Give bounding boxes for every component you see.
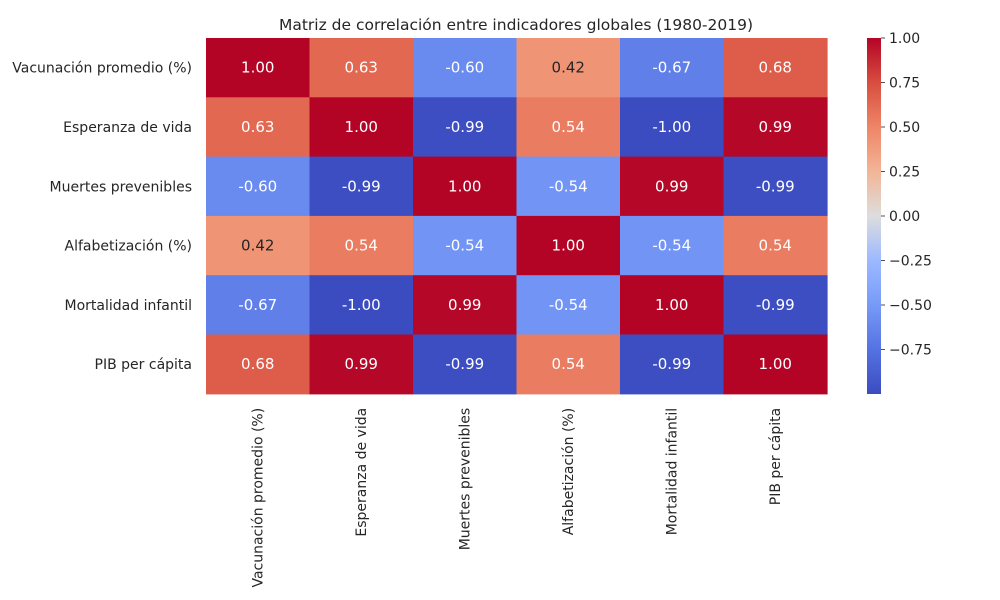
heatmap-cell-label-r5-c0: 0.68 <box>241 355 274 373</box>
chart-title: Matriz de correlación entre indicadores … <box>279 16 753 34</box>
colorbar-tick-label: 0.25 <box>889 165 920 181</box>
heatmap-cell-r3-c2 <box>413 215 518 276</box>
heatmap-cell-r5-c1 <box>309 334 414 395</box>
heatmap-cell-r2-c3 <box>516 156 621 217</box>
row-label-vacunacion-promedio: Vacunación promedio (%) <box>12 61 192 77</box>
colorbar-tick-label: 0.50 <box>889 120 920 136</box>
colorbar-tick-label: −0.75 <box>889 343 932 359</box>
heatmap-cell-label-r5-c4: -0.99 <box>652 355 691 373</box>
heatmap-cell-label-r5-c2: -0.99 <box>445 355 484 373</box>
heatmap-cell-r2-c5 <box>723 156 828 217</box>
heatmap-cell-label-r0-c5: 0.68 <box>759 59 792 77</box>
heatmap-cell-r4-c1 <box>309 275 414 336</box>
heatmap-cell-r4-c5 <box>723 275 828 336</box>
column-label-muertes-prevenibles: Muertes prevenibles <box>458 408 474 550</box>
heatmap-cell-label-r4-c4: 1.00 <box>655 296 688 314</box>
column-label-vacunacion-promedio: Vacunación promedio (%) <box>251 408 267 588</box>
heatmap-cell-r0-c0 <box>206 38 311 98</box>
heatmap-cell-label-r4-c2: 0.99 <box>448 296 481 314</box>
heatmap-cell-label-r1-c0: 0.63 <box>241 118 274 136</box>
heatmap-cell-label-r0-c3: 0.42 <box>552 59 585 77</box>
heatmap-cell-label-r3-c1: 0.54 <box>345 237 378 255</box>
heatmap-cell-r0-c4 <box>620 38 725 98</box>
heatmap-cell-label-r5-c3: 0.54 <box>552 355 585 373</box>
heatmap-cell-r1-c5 <box>723 97 828 158</box>
heatmap-cell-label-r3-c3: 1.00 <box>552 237 585 255</box>
heatmap-cell-r5-c0 <box>206 334 311 395</box>
heatmap-cell-label-r1-c5: 0.99 <box>759 118 792 136</box>
heatmap-cell-r4-c3 <box>516 275 621 336</box>
heatmap-cell-label-r3-c2: -0.54 <box>445 237 484 255</box>
heatmap-cell-label-r2-c5: -0.99 <box>756 177 795 195</box>
heatmap-cell-label-r4-c3: -0.54 <box>549 296 588 314</box>
heatmap-cell-label-r0-c4: -0.67 <box>652 59 691 77</box>
heatmap-cell-label-r4-c5: -0.99 <box>756 296 795 314</box>
heatmap-cell-label-r5-c5: 1.00 <box>759 355 792 373</box>
heatmap-cell-r0-c1 <box>309 38 414 98</box>
column-label-alfabetizacion: Alfabetización (%) <box>561 408 577 535</box>
heatmap-cell-label-r4-c1: -1.00 <box>342 296 381 314</box>
heatmap-cell-r1-c4 <box>620 97 725 158</box>
heatmap-cell-r5-c4 <box>620 334 725 395</box>
heatmap-cell-label-r1-c3: 0.54 <box>552 118 585 136</box>
heatmap-cell-label-r1-c4: -1.00 <box>652 118 691 136</box>
row-label-esperanza-de-vida: Esperanza de vida <box>63 120 192 136</box>
heatmap-cell-label-r3-c5: 0.54 <box>759 237 792 255</box>
colorbar-tick-label: −0.50 <box>889 298 932 314</box>
heatmap-cell-label-r5-c1: 0.99 <box>345 355 378 373</box>
colorbar-gradient <box>867 38 881 394</box>
heatmap-cell-r3-c4 <box>620 215 725 276</box>
heatmap-cell-r2-c4 <box>620 156 725 217</box>
heatmap-cell-r2-c2 <box>413 156 518 217</box>
colorbar-tick-label: 0.00 <box>889 209 920 225</box>
heatmap-cell-label-r2-c2: 1.00 <box>448 177 481 195</box>
heatmap-cell-r4-c4 <box>620 275 725 336</box>
colorbar-tick-label: −0.25 <box>889 254 932 270</box>
heatmap-cell-r5-c5 <box>723 334 828 395</box>
heatmap-cell-r1-c1 <box>309 97 414 158</box>
heatmap-cell-label-r1-c1: 1.00 <box>345 118 378 136</box>
heatmap-cell-label-r4-c0: -0.67 <box>238 296 277 314</box>
heatmap-cell-label-r1-c2: -0.99 <box>445 118 484 136</box>
heatmap-cell-label-r0-c2: -0.60 <box>445 59 484 77</box>
column-labels: Vacunación promedio (%) Esperanza de vida… <box>251 408 785 588</box>
heatmap-cell-r1-c3 <box>516 97 621 158</box>
heatmap-cell-r5-c3 <box>516 334 621 395</box>
heatmap-cell-r3-c0 <box>206 215 311 276</box>
column-label-esperanza-de-vida: Esperanza de vida <box>354 408 370 537</box>
colorbar-tick-label: 0.75 <box>889 76 920 92</box>
row-labels: Vacunación promedio (%) Esperanza de vida… <box>12 61 192 373</box>
heatmap-cell-label-r0-c1: 0.63 <box>345 59 378 77</box>
colorbar: 1.00 0.75 0.50 0.25 0.00 −0.25 −0.50 −0.75 <box>867 31 932 394</box>
heatmap-cell-r2-c1 <box>309 156 414 217</box>
heatmap-cell-r0-c5 <box>723 38 828 98</box>
row-label-pib-per-capita: PIB per cápita <box>95 357 192 373</box>
heatmap-cell-r5-c2 <box>413 334 518 395</box>
column-label-pib-per-capita: PIB per cápita <box>768 408 784 505</box>
heatmap-cell-label-r2-c3: -0.54 <box>549 177 588 195</box>
row-label-muertes-prevenibles: Muertes prevenibles <box>50 179 192 195</box>
heatmap-cells: 1.00 0.63 -0.60 0.42 -0.67 0.68 0.63 1.00 -0.99 0… <box>206 38 828 395</box>
heatmap-cell-r2-c0 <box>206 156 311 217</box>
heatmap-cell-r4-c2 <box>413 275 518 336</box>
row-label-mortalidad-infantil: Mortalidad infantil <box>65 298 192 314</box>
heatmap-cell-r4-c0 <box>206 275 311 336</box>
heatmap-cell-label-r3-c0: 0.42 <box>241 237 274 255</box>
heatmap-cell-label-r3-c4: -0.54 <box>652 237 691 255</box>
heatmap-cell-r1-c2 <box>413 97 518 158</box>
heatmap-cell-r1-c0 <box>206 97 311 158</box>
heatmap-cell-label-r2-c0: -0.60 <box>238 177 277 195</box>
row-label-alfabetizacion: Alfabetización (%) <box>65 239 192 255</box>
heatmap-cell-r3-c3 <box>516 215 621 276</box>
heatmap-cell-r0-c3 <box>516 38 621 98</box>
heatmap-cell-label-r0-c0: 1.00 <box>241 59 274 77</box>
column-label-mortalidad-infantil: Mortalidad infantil <box>665 408 681 535</box>
heatmap-cell-r3-c5 <box>723 215 828 276</box>
colorbar-tick-label: 1.00 <box>889 31 920 47</box>
heatmap-cell-r3-c1 <box>309 215 414 276</box>
heatmap-cell-label-r2-c4: 0.99 <box>655 177 688 195</box>
heatmap-cell-r0-c2 <box>413 38 518 98</box>
heatmap-cell-label-r2-c1: -0.99 <box>342 177 381 195</box>
